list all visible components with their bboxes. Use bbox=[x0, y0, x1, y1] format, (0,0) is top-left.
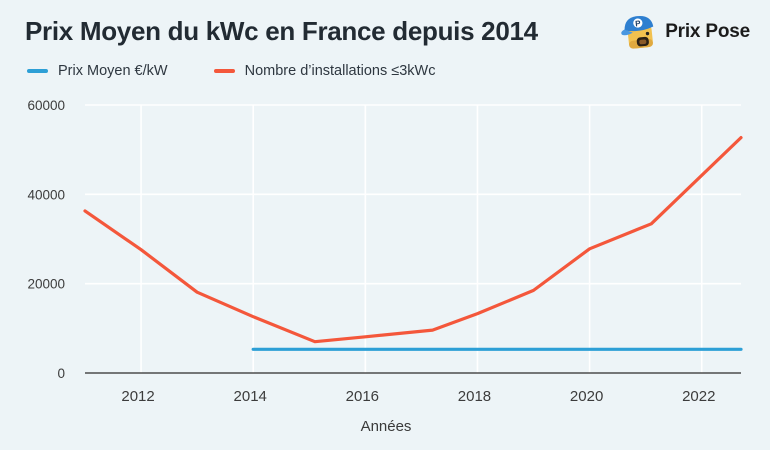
brand-name: Prix Pose bbox=[665, 21, 750, 42]
x-tick-label-2022: 2022 bbox=[682, 388, 715, 405]
x-tick-label-2018: 2018 bbox=[458, 388, 491, 405]
series-line-installations bbox=[83, 136, 743, 344]
legend-swatch-installations bbox=[213, 69, 235, 73]
logo-badge bbox=[633, 18, 643, 28]
legend-swatch-prix-moyen bbox=[27, 69, 48, 73]
chart-legend: Prix Moyen €/kW Nombre d’installations ≤… bbox=[27, 63, 435, 79]
logo-badge-letter: P bbox=[635, 19, 642, 29]
logo-cap-bill bbox=[621, 29, 634, 36]
x-tick-label-2020: 2020 bbox=[570, 388, 603, 405]
logo-mouth-inner bbox=[639, 39, 647, 45]
y-tick-label-0: 0 bbox=[57, 366, 65, 381]
brand: P Prix Pose bbox=[620, 12, 750, 52]
prix-pose-logo-icon: P bbox=[621, 15, 654, 49]
y-tick-label-60000: 60000 bbox=[27, 98, 65, 113]
legend-item-installations: Nombre d’installations ≤3kWc bbox=[213, 63, 436, 79]
y-tick-label-20000: 20000 bbox=[27, 277, 65, 292]
legend-item-prix-moyen: Prix Moyen €/kW bbox=[27, 63, 168, 79]
logo-eye bbox=[645, 31, 650, 36]
x-tick-label-2016: 2016 bbox=[346, 388, 379, 405]
x-tick-label-2012: 2012 bbox=[121, 388, 154, 405]
page-title: Prix Moyen du kWc en France depuis 2014 bbox=[25, 16, 538, 46]
legend-label-prix-moyen: Prix Moyen €/kW bbox=[58, 63, 168, 79]
legend-label-installations: Nombre d’installations ≤3kWc bbox=[244, 63, 436, 79]
x-axis-title: Années bbox=[361, 418, 412, 435]
y-tick-label-40000: 40000 bbox=[27, 187, 65, 202]
x-tick-label-2014: 2014 bbox=[234, 388, 267, 405]
